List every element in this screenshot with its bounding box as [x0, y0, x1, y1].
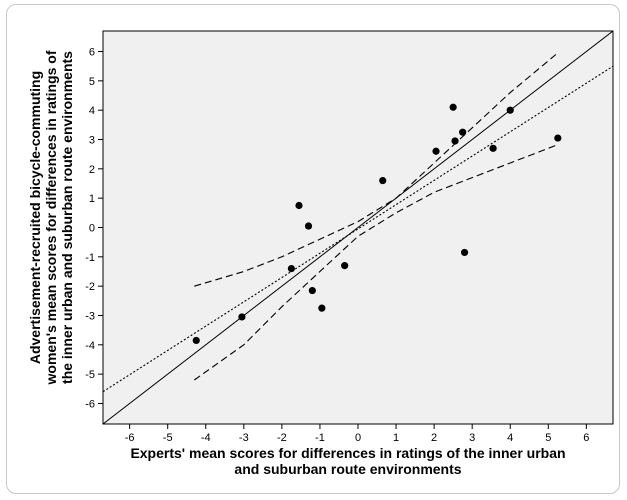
confidence-band-lower: [193, 144, 557, 381]
y-tick-label: 0: [89, 223, 95, 235]
x-tick-label: 3: [469, 432, 475, 444]
x-tick-label: -5: [163, 432, 173, 444]
x-tick-label: -1: [315, 432, 325, 444]
y-tick-label: -1: [85, 252, 95, 264]
x-axis-ticks: -6 -5 -4 -3 -2 -1 0 1 2 3 4 5 6: [125, 424, 589, 444]
x-tick-label: 6: [583, 432, 589, 444]
data-point-1: [238, 313, 246, 321]
y-axis-title-line-1: Advertisement-recruited bicycle-commutin…: [27, 71, 43, 364]
x-tick-label: 5: [545, 432, 551, 444]
data-point-12: [459, 128, 467, 136]
x-tick-label: -6: [125, 432, 135, 444]
data-point-9: [432, 147, 440, 155]
data-point-14: [489, 144, 497, 152]
data-point-15: [506, 106, 514, 114]
regression-fit-line: [103, 65, 613, 393]
y-tick-label: 3: [89, 135, 95, 147]
confidence-band-upper: [194, 54, 557, 287]
data-point-8: [379, 176, 387, 185]
data-point-5: [308, 286, 316, 295]
x-tick-label: 2: [431, 432, 437, 444]
y-tick-label: 4: [89, 105, 95, 117]
x-tick-label: 0: [355, 432, 361, 444]
data-point-2: [287, 264, 295, 273]
y-tick-label: -6: [85, 398, 95, 410]
y-tick-label: -2: [85, 281, 95, 293]
data-point-16: [554, 134, 562, 142]
data-point-6: [318, 304, 326, 312]
y-tick-label: 1: [89, 193, 95, 205]
y-tick-label: -3: [85, 310, 95, 322]
plot-content: [103, 31, 613, 424]
data-point-13: [460, 248, 469, 257]
data-point-0: [192, 336, 200, 345]
y-tick-label: 5: [89, 76, 95, 88]
data-point-4: [304, 222, 313, 230]
x-axis-title-line-2: and suburban route environments: [234, 461, 461, 477]
y-axis-title-line-2: women's mean scores for differences in r…: [43, 50, 59, 385]
y-axis-ticks: -6 -5 -4 -3 -2 -1 0 1 2 3 4 5 6: [85, 47, 103, 410]
x-tick-label: -4: [201, 432, 211, 444]
data-point-3: [295, 201, 303, 210]
y-tick-label: -4: [85, 340, 95, 352]
x-tick-label: -3: [239, 432, 249, 444]
x-tick-label: 4: [507, 432, 513, 444]
x-tick-label: 1: [393, 432, 399, 444]
data-point-10: [449, 103, 457, 111]
data-point-7: [341, 262, 349, 270]
y-tick-label: 6: [89, 47, 95, 59]
y-axis-title-line-3: the inner urban and suburban route envir…: [59, 51, 75, 384]
y-tick-label: 2: [89, 164, 95, 176]
y-tick-label: -5: [85, 369, 95, 381]
x-axis-title-line-1: Experts' mean scores for differences in …: [130, 445, 565, 461]
data-point-11: [451, 137, 459, 145]
x-tick-label: -2: [277, 432, 287, 444]
identity-line: [103, 31, 613, 424]
